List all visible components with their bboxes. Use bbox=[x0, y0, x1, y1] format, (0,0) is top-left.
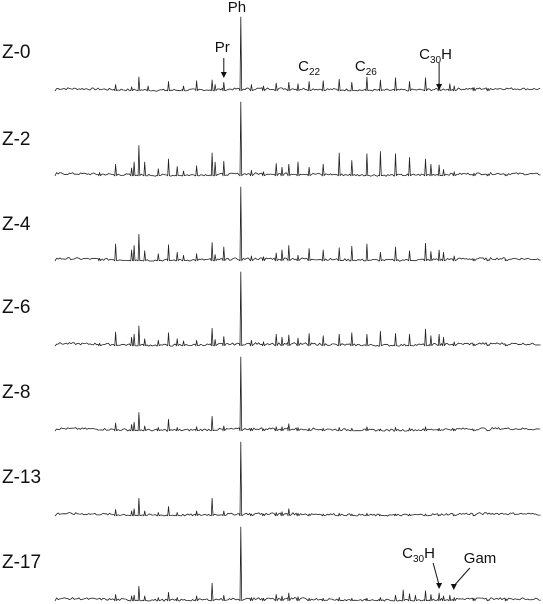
annotation-c26-z-0: C26 bbox=[355, 58, 377, 78]
annotation-ph-z-0: Ph bbox=[228, 0, 246, 16]
trace-z-8 bbox=[54, 356, 541, 432]
sample-label-z-4: Z-4 bbox=[2, 214, 31, 235]
annotation-gam-z-17: Gam bbox=[450, 550, 497, 590]
annotation-c22-z-0: C22 bbox=[298, 58, 320, 78]
annotation-arrowhead bbox=[450, 584, 457, 590]
trace-z-2 bbox=[54, 101, 541, 177]
sample-label-z-8: Z-8 bbox=[2, 382, 31, 403]
annotation-suffix-text: H bbox=[441, 46, 452, 63]
annotation-subscript-text: 22 bbox=[309, 67, 321, 78]
annotation-label: Gam bbox=[464, 550, 497, 567]
sample-label-z-2: Z-2 bbox=[2, 129, 31, 150]
annotation-arrowhead bbox=[220, 72, 227, 78]
sample-label-z-6: Z-6 bbox=[2, 297, 31, 318]
annotation-base-text: C bbox=[402, 545, 413, 562]
annotation-c30h-z-0: C30H bbox=[419, 46, 452, 90]
annotation-arrow-line bbox=[453, 567, 471, 587]
trace-z-13 bbox=[54, 441, 541, 517]
annotation-subscript-text: 30 bbox=[430, 55, 442, 66]
trace-z-4 bbox=[54, 186, 541, 262]
annotation-label: C26 bbox=[355, 58, 377, 78]
sample-label-group: Z-0 Z-2 Z-4 Z-6 Z-8 Z-13 Z-17 bbox=[2, 42, 41, 573]
annotation-base-text: C bbox=[355, 58, 366, 75]
annotation-subscript-text: 30 bbox=[413, 554, 425, 565]
annotation-arrowhead bbox=[436, 84, 443, 90]
annotation-label: C30H bbox=[419, 46, 452, 66]
annotation-subscript-text: 26 bbox=[366, 67, 378, 78]
sample-label-z-13: Z-13 bbox=[2, 467, 41, 488]
annotation-base-text: Ph bbox=[228, 0, 246, 16]
annotation-label: Pr bbox=[215, 39, 230, 56]
annotation-label: C30H bbox=[402, 545, 435, 565]
annotation-label: C22 bbox=[298, 58, 320, 78]
annotation-base-text: Pr bbox=[215, 39, 230, 56]
annotation-suffix-text: H bbox=[424, 545, 435, 562]
trace-z-17 bbox=[54, 526, 541, 602]
trace-z-0 bbox=[54, 16, 541, 92]
annotation-arrow-line bbox=[432, 562, 440, 586]
trace-group bbox=[54, 16, 541, 602]
annotation-base-text: C bbox=[419, 46, 430, 63]
annotation-label: Ph bbox=[228, 0, 246, 16]
annotation-pr-z-0: Pr bbox=[215, 39, 230, 78]
annotation-arrowhead bbox=[436, 583, 443, 589]
annotation-c30h-z-17: C30H bbox=[402, 545, 443, 589]
sample-label-z-0: Z-0 bbox=[2, 42, 31, 63]
sample-label-z-17: Z-17 bbox=[2, 552, 41, 573]
annotation-base-text: Gam bbox=[464, 550, 497, 567]
annotation-base-text: C bbox=[298, 58, 309, 75]
trace-z-6 bbox=[54, 271, 541, 347]
